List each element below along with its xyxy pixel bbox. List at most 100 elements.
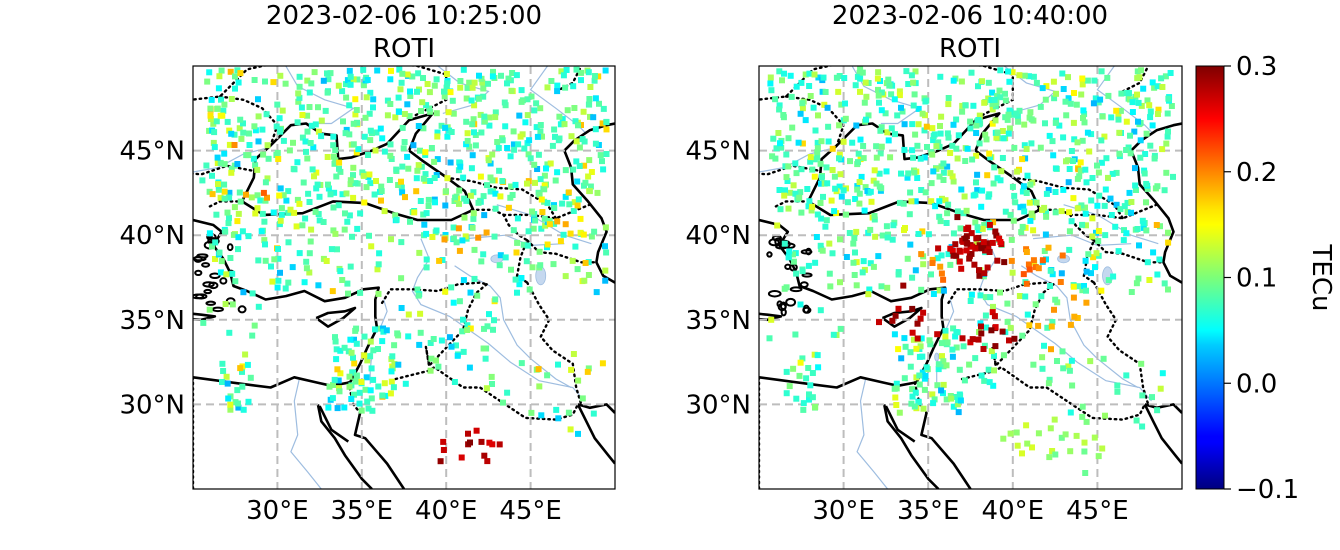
roti-point <box>900 282 907 289</box>
roti-point <box>444 175 451 182</box>
roti-point <box>372 326 378 333</box>
roti-point <box>883 168 890 175</box>
roti-point <box>313 169 320 176</box>
roti-point <box>441 88 447 95</box>
roti-point <box>969 336 976 343</box>
lon-tick-label: 35°E <box>897 496 960 526</box>
roti-point <box>360 82 367 89</box>
roti-point <box>954 155 961 162</box>
roti-point <box>558 68 565 75</box>
roti-point <box>1023 190 1030 196</box>
roti-point <box>575 122 581 129</box>
roti-point <box>805 365 812 371</box>
roti-point <box>364 398 371 405</box>
roti-point <box>505 204 512 211</box>
roti-point <box>1124 199 1131 206</box>
roti-point <box>1054 358 1060 364</box>
roti-point <box>459 237 466 244</box>
lat-tick-label: 30°N <box>685 390 751 420</box>
roti-point <box>936 287 943 294</box>
roti-point <box>861 99 868 106</box>
roti-point <box>905 81 912 87</box>
roti-point <box>207 112 214 119</box>
roti-point <box>1065 74 1071 81</box>
roti-point <box>819 247 826 254</box>
roti-point <box>923 123 930 130</box>
roti-point <box>482 355 489 362</box>
roti-point <box>394 330 401 337</box>
roti-point <box>806 83 813 89</box>
roti-point <box>509 192 516 198</box>
roti-point <box>426 105 433 112</box>
lat-tick-label: 45°N <box>685 137 751 167</box>
roti-point <box>414 88 420 95</box>
roti-point <box>1007 211 1014 218</box>
roti-point <box>550 261 557 268</box>
roti-point <box>997 239 1004 245</box>
roti-point <box>534 133 541 140</box>
roti-point <box>813 234 820 240</box>
roti-point <box>837 171 844 178</box>
river-line <box>851 66 922 125</box>
roti-point <box>399 189 406 196</box>
roti-point <box>802 71 809 78</box>
roti-point <box>388 156 395 162</box>
roti-point <box>379 392 386 399</box>
roti-point <box>464 84 471 91</box>
roti-point <box>1089 215 1096 222</box>
roti-point <box>956 247 963 254</box>
roti-point <box>922 98 929 105</box>
roti-point <box>437 458 444 465</box>
roti-point <box>367 89 374 96</box>
roti-point <box>817 160 824 167</box>
roti-point <box>460 277 467 284</box>
roti-point <box>976 267 982 274</box>
roti-point <box>1029 444 1035 451</box>
roti-point <box>949 353 956 360</box>
roti-point <box>990 382 997 389</box>
roti-point <box>406 113 413 120</box>
roti-point <box>867 226 874 233</box>
roti-point <box>484 182 490 189</box>
roti-point <box>1046 454 1053 461</box>
roti-point <box>599 360 606 367</box>
roti-point <box>1013 110 1020 117</box>
roti-point <box>1170 173 1176 180</box>
roti-point <box>273 123 280 130</box>
roti-point <box>354 119 360 126</box>
roti-point <box>334 405 341 412</box>
colorbar-tick-label: 0.0 <box>1236 369 1277 399</box>
island-outline <box>767 290 782 298</box>
roti-point <box>379 135 386 142</box>
roti-point <box>1028 210 1035 217</box>
roti-point <box>912 131 919 138</box>
roti-point <box>856 179 863 185</box>
roti-point <box>212 239 219 246</box>
roti-point <box>788 93 795 100</box>
roti-point <box>215 181 221 188</box>
roti-point <box>1115 116 1122 123</box>
roti-point <box>1042 120 1048 127</box>
roti-point <box>919 369 926 376</box>
roti-point <box>1133 187 1139 193</box>
roti-point <box>587 183 594 190</box>
roti-point <box>907 189 914 196</box>
roti-point <box>1150 249 1157 256</box>
roti-point <box>343 94 350 101</box>
roti-point <box>964 240 971 247</box>
roti-point <box>573 138 580 145</box>
roti-point <box>223 373 230 380</box>
roti-point <box>1056 122 1063 129</box>
roti-point <box>513 249 520 256</box>
roti-point <box>938 113 945 120</box>
roti-point <box>203 162 210 169</box>
roti-point <box>973 152 980 159</box>
roti-point <box>785 135 792 142</box>
roti-point <box>211 129 218 136</box>
roti-point <box>347 181 354 188</box>
roti-point <box>367 387 374 394</box>
roti-point <box>337 370 344 377</box>
roti-point <box>919 228 926 235</box>
lon-tick-label: 45°E <box>1066 496 1129 526</box>
roti-point <box>814 139 821 146</box>
